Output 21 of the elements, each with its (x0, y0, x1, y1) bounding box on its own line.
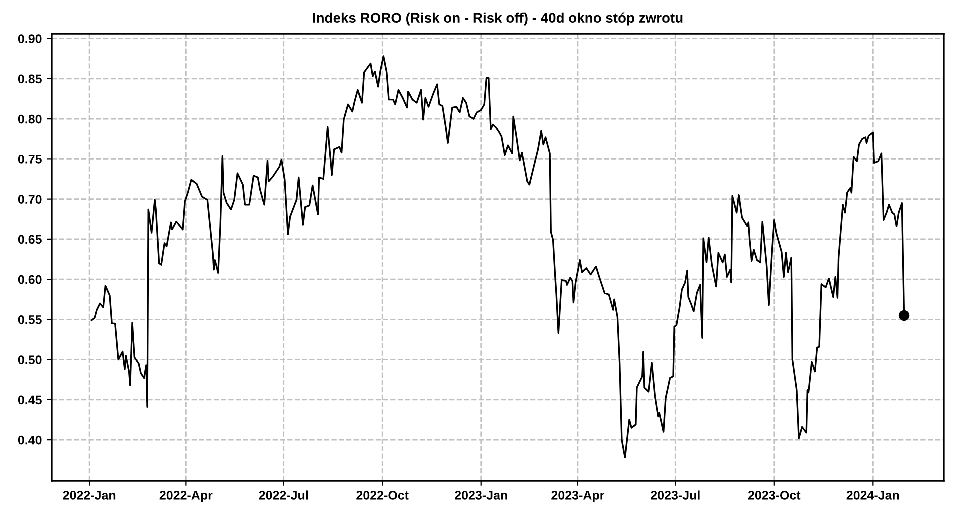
y-tick-label: 0.80 (18, 114, 42, 124)
y-tick-label: 0.45 (18, 396, 42, 405)
y-tick-label: 0.65 (18, 235, 42, 244)
y-tick-label: 0.90 (18, 34, 42, 44)
y-tick-label: 0.70 (18, 195, 42, 204)
x-tick-label: 2022-Jan (63, 491, 116, 500)
y-tick-label: 0.85 (18, 74, 42, 84)
x-tick-label: 2023-Oct (748, 491, 801, 500)
y-tick-label: 0.40 (18, 436, 42, 445)
x-tick-label: 2023-Jan (455, 491, 508, 500)
y-tick-label: 0.75 (18, 154, 42, 164)
x-tick-label: 2024-Jan (846, 491, 900, 500)
chart-title: Indeks RORO (Risk on - Risk off) - 40d okno stóp zwrotu (313, 12, 683, 26)
y-tick-label: 0.60 (18, 275, 42, 284)
y-tick-label: 0.55 (18, 315, 42, 324)
x-tick-label: 2023-Apr (552, 491, 605, 502)
x-tick-label: 2022-Oct (356, 491, 409, 500)
x-tick-label: 2022-Jul (259, 490, 308, 500)
x-tick-label: 2023-Jul (651, 490, 700, 500)
y-tick-label: 0.50 (18, 356, 42, 364)
x-tick-label: 2022-Apr (160, 491, 213, 502)
